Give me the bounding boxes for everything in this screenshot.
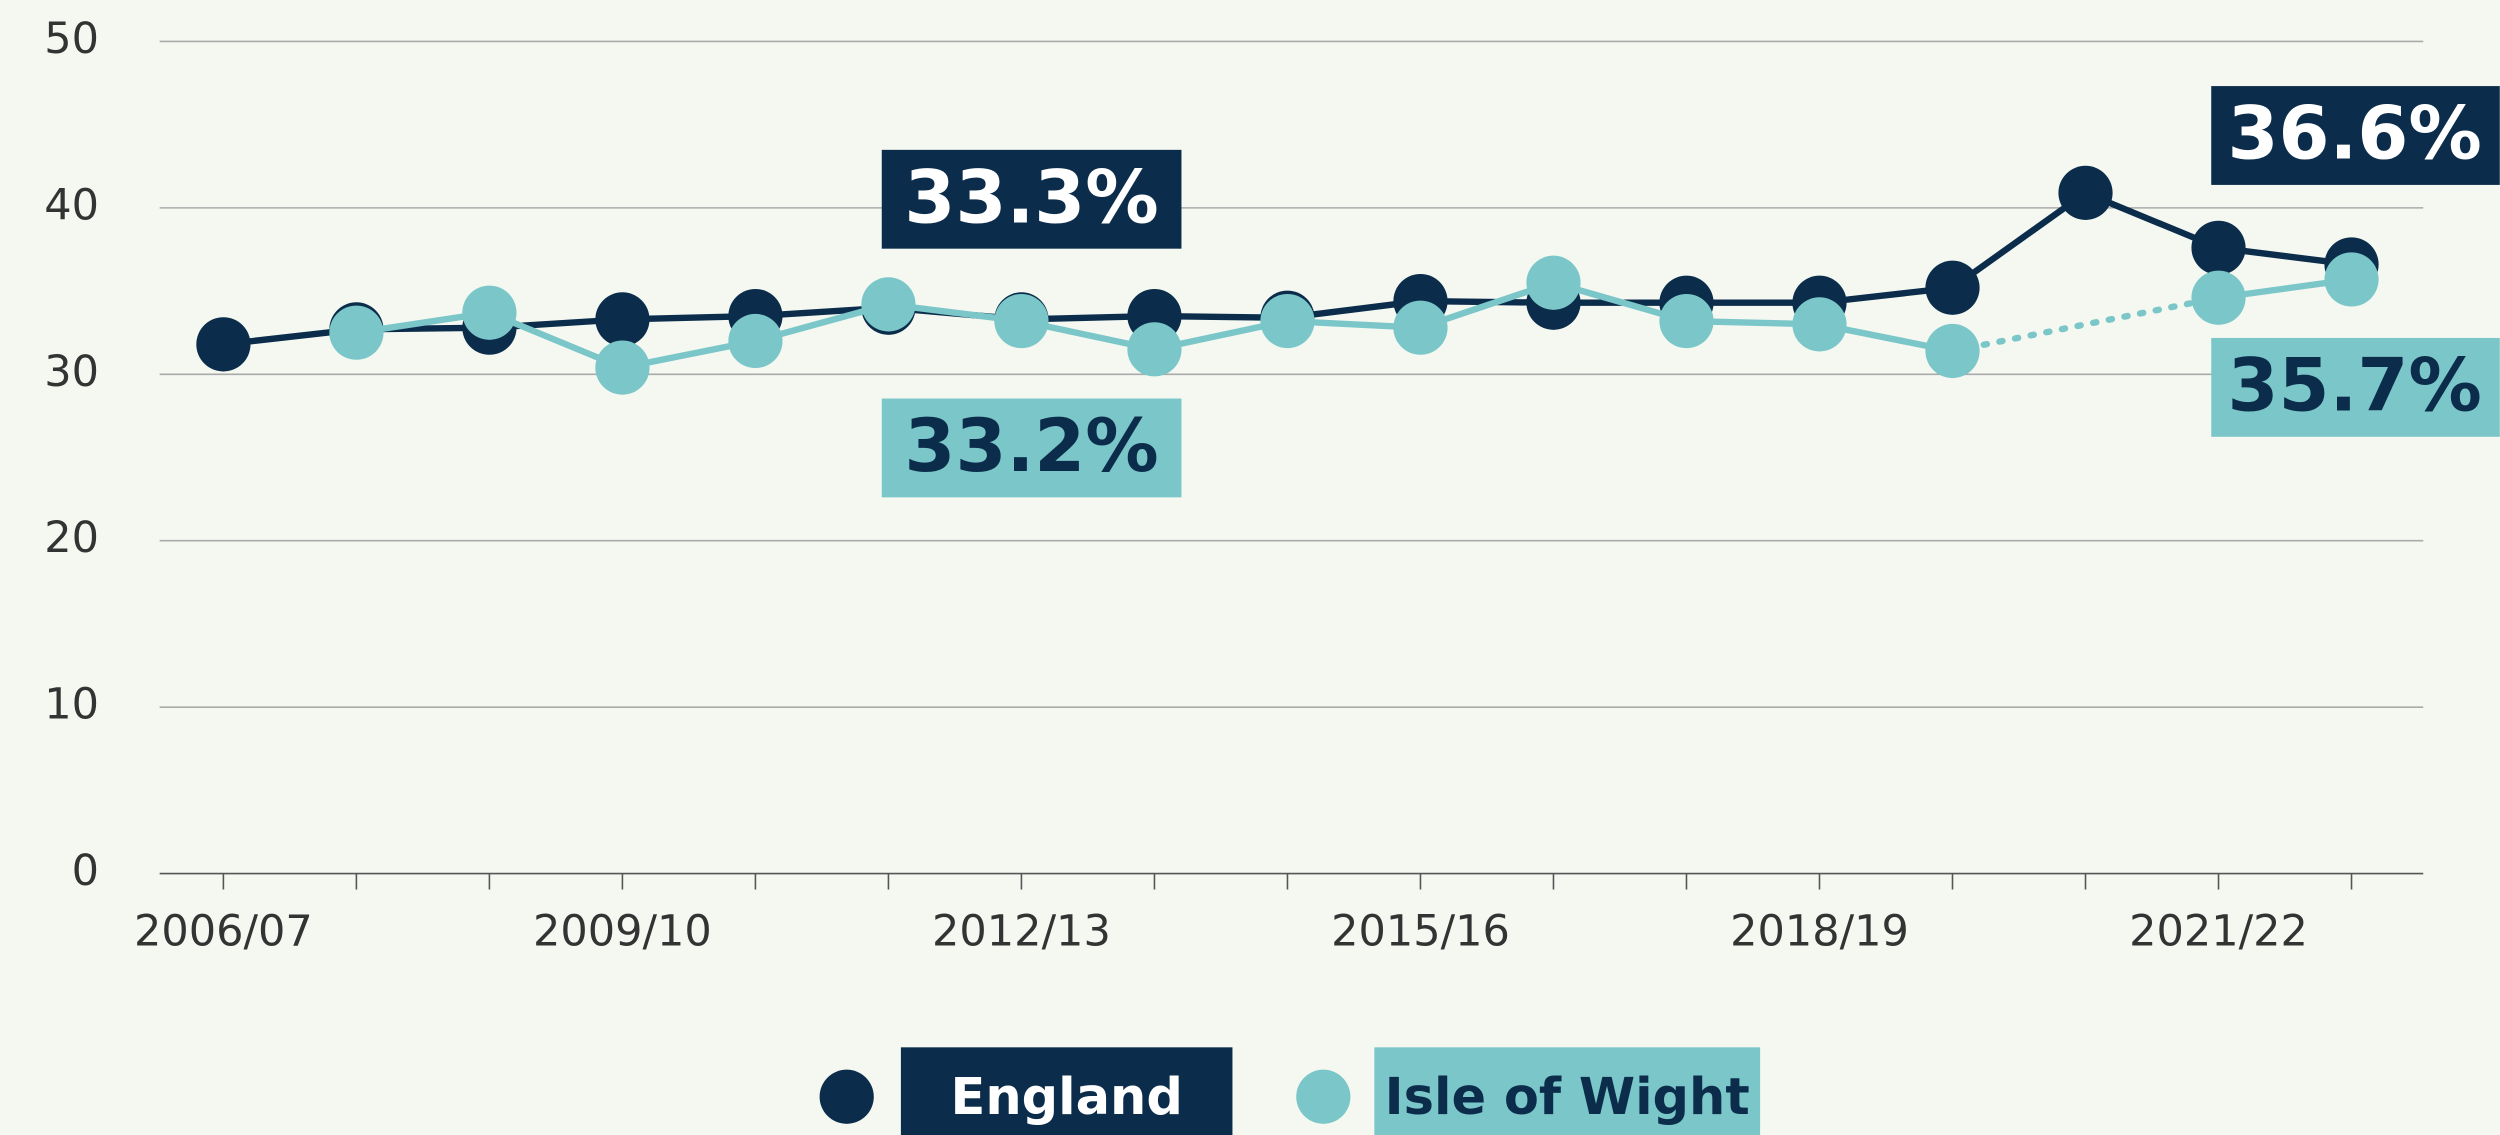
y-tick-label: 50 [44, 14, 99, 64]
point [2191, 220, 2246, 275]
point [2191, 270, 2246, 325]
x-tick-label: 2012/13 [932, 907, 1111, 957]
point [595, 340, 650, 395]
legend-label: England [950, 1068, 1182, 1127]
x-tick-label: 2015/16 [1331, 907, 1510, 957]
annotation-box [881, 149, 1182, 249]
point [994, 293, 1049, 349]
point [2058, 165, 2113, 220]
x-tick-label: 2009/10 [533, 907, 712, 957]
x-tick-label: 2006/07 [134, 907, 313, 957]
annotation-box [2211, 337, 2500, 437]
point [728, 313, 783, 369]
point [1393, 300, 1448, 355]
y-tick-label: 30 [44, 347, 99, 397]
point [1792, 297, 1847, 352]
point [595, 292, 650, 347]
x-tick-label: 2018/19 [1730, 907, 1909, 957]
point [1127, 322, 1182, 377]
gap-connector [1949, 294, 2222, 355]
point [329, 305, 384, 360]
legend-swatch [819, 1069, 874, 1124]
legend-box [1374, 1047, 1761, 1135]
annotation-box [2211, 86, 2500, 185]
point [2324, 252, 2379, 307]
y-tick-label: 10 [44, 680, 99, 730]
x-tick-label: 2021/22 [2129, 907, 2308, 957]
annotation: 35.7% [2228, 344, 2482, 429]
point [1659, 293, 1714, 349]
point [1925, 323, 1980, 379]
legend-box [900, 1047, 1233, 1135]
series-line [355, 276, 2352, 371]
point [462, 285, 517, 340]
annotation: 33.2% [904, 404, 1158, 489]
point [861, 277, 916, 332]
point [1925, 260, 1980, 315]
point [196, 317, 251, 372]
legend-swatch [1296, 1069, 1351, 1124]
y-tick-label: 40 [44, 180, 99, 230]
annotation-box [881, 398, 1182, 498]
annotation: 36.6% [2228, 92, 2482, 177]
point [1526, 255, 1581, 310]
y-tick-label: 0 [72, 846, 99, 896]
annotation: 33.3% [904, 155, 1158, 240]
point [1260, 293, 1315, 349]
legend-label: Isle of Wight [1385, 1068, 1750, 1127]
y-tick-label: 20 [44, 513, 99, 563]
